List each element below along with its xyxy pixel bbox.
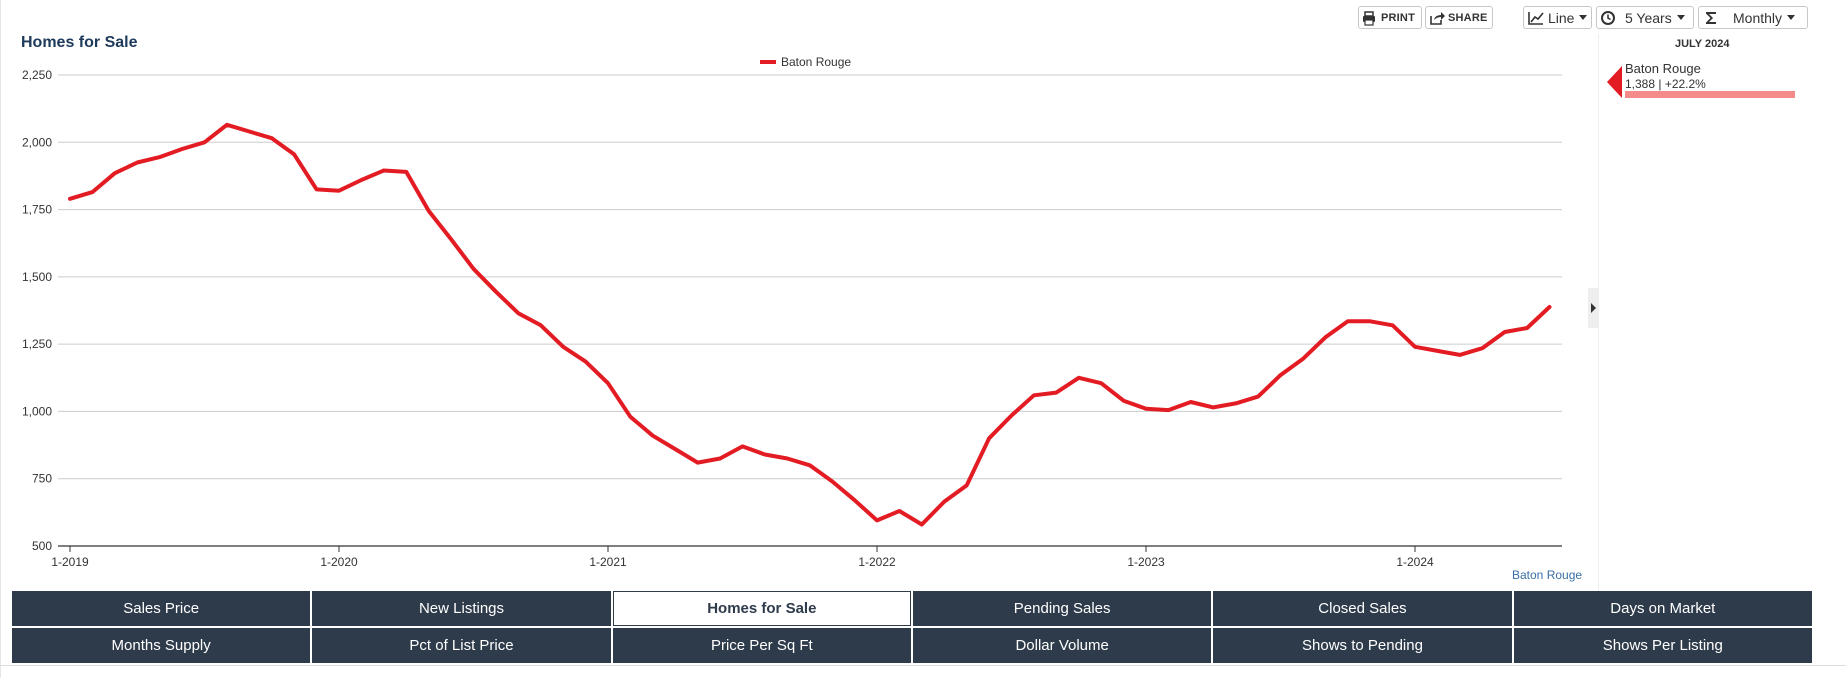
- bottom-rule: [0, 665, 1846, 666]
- panel-divider: [1598, 34, 1599, 594]
- side-panel-value: 1,388 | +22.2%: [1625, 77, 1706, 91]
- side-panel-series-name: Baton Rouge: [1625, 61, 1701, 76]
- chart-type-dropdown[interactable]: Line: [1523, 6, 1592, 29]
- metric-tabs: Sales Price New Listings Homes for Sale …: [12, 591, 1812, 663]
- y-tick-label: 1,250: [22, 337, 52, 351]
- y-tick-label: 2,250: [22, 68, 52, 82]
- x-tick-label: 1-2023: [1127, 555, 1165, 569]
- y-tick-label: 500: [32, 539, 52, 553]
- chart-title: Homes for Sale: [21, 34, 138, 51]
- period-dropdown[interactable]: 5 Years: [1596, 6, 1694, 29]
- period-label: 5 Years: [1625, 9, 1672, 26]
- tab-shows-to-pending[interactable]: Shows to Pending: [1213, 628, 1512, 663]
- side-panel-bar: [1625, 91, 1795, 98]
- chart-type-label: Line: [1548, 9, 1575, 26]
- caret-down-icon: [1579, 15, 1588, 20]
- x-tick-label: 1-2020: [320, 555, 358, 569]
- caret-down-icon: [1676, 15, 1685, 20]
- y-tick-label: 1,750: [22, 203, 52, 217]
- interval-dropdown[interactable]: Monthly: [1698, 6, 1808, 29]
- tab-homes-for-sale[interactable]: Homes for Sale: [612, 591, 911, 626]
- tab-dollar-volume[interactable]: Dollar Volume: [913, 628, 1212, 663]
- x-tick-label: 1-2022: [858, 555, 896, 569]
- print-button[interactable]: PRINT: [1358, 6, 1422, 29]
- line-chart-icon: [1528, 11, 1544, 25]
- caret-down-icon: [1787, 15, 1796, 20]
- share-icon: [1430, 11, 1445, 25]
- sigma-icon: [1706, 11, 1716, 24]
- chevron-right-icon: [1591, 303, 1596, 313]
- interval-label: Monthly: [1733, 9, 1783, 26]
- tab-pending-sales[interactable]: Pending Sales: [913, 591, 1212, 626]
- x-tick-label: 1-2024: [1396, 555, 1434, 569]
- line-chart: 500 750 1,000 1,250 1,500 1,750 2,000 2,250 1-2…: [22, 55, 1562, 569]
- share-button[interactable]: SHARE: [1425, 6, 1493, 29]
- tab-price-per-sq-ft[interactable]: Price Per Sq Ft: [612, 628, 911, 663]
- legend-item-baton-rouge: Baton Rouge: [781, 55, 851, 69]
- clock-icon: [1601, 10, 1615, 25]
- tab-sales-price[interactable]: Sales Price: [12, 591, 311, 626]
- y-tick-label: 1,500: [22, 270, 52, 284]
- y-tick-label: 2,000: [22, 135, 52, 149]
- side-panel-toggle[interactable]: [1588, 288, 1598, 328]
- y-tick-label: 750: [32, 472, 52, 486]
- tab-pct-of-list-price[interactable]: Pct of List Price: [312, 628, 611, 663]
- tab-shows-per-listing[interactable]: Shows Per Listing: [1513, 628, 1812, 663]
- tab-new-listings[interactable]: New Listings: [312, 591, 611, 626]
- tab-days-on-market[interactable]: Days on Market: [1513, 591, 1812, 626]
- source-label[interactable]: Baton Rouge: [1512, 568, 1583, 582]
- x-tick-label: 1-2021: [589, 555, 627, 569]
- series-marker-icon: [1607, 66, 1622, 98]
- x-tick-label: 1-2019: [51, 555, 89, 569]
- series-line-baton-rouge[interactable]: [68, 122, 1552, 527]
- y-tick-label: 1,000: [22, 404, 52, 418]
- tab-months-supply[interactable]: Months Supply: [12, 628, 311, 663]
- share-label: SHARE: [1448, 11, 1488, 24]
- tab-closed-sales[interactable]: Closed Sales: [1213, 591, 1512, 626]
- printer-icon: [1363, 10, 1375, 26]
- print-label: PRINT: [1381, 11, 1415, 24]
- side-panel-month: JULY 2024: [1675, 38, 1730, 50]
